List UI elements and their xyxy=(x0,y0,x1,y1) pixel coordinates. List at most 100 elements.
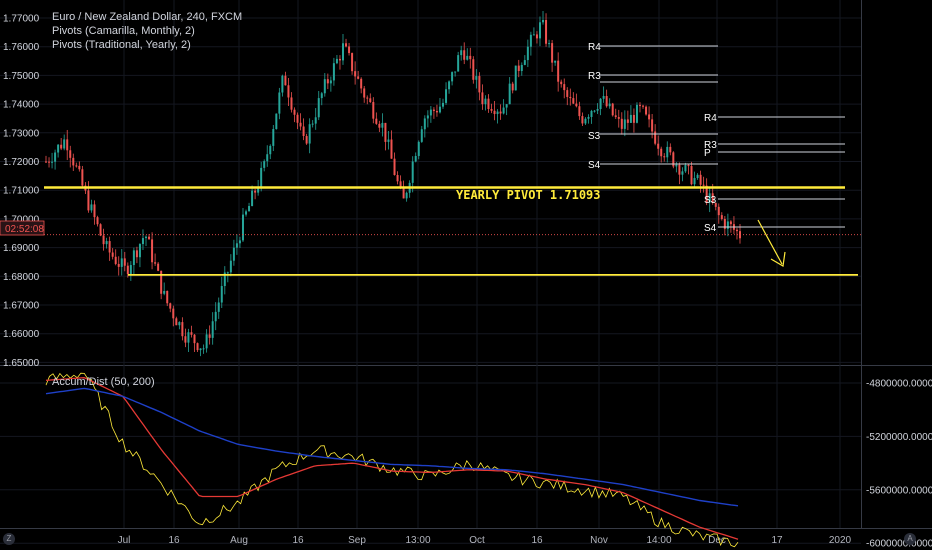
accum-dist-legend[interactable]: Accum/Dist (50, 200) xyxy=(52,376,155,388)
candle xyxy=(635,102,638,124)
price-tick-label: 1.77000 xyxy=(3,14,40,25)
candle xyxy=(496,109,499,124)
price-tick-label: 1.73000 xyxy=(3,128,40,139)
time-tick-label: 16 xyxy=(168,535,180,546)
candle xyxy=(729,220,732,233)
price-tick-label: 1.72000 xyxy=(3,157,40,168)
forecast-arrow[interactable] xyxy=(757,219,786,267)
candle xyxy=(472,56,475,84)
candle xyxy=(693,171,696,189)
candle xyxy=(287,77,290,107)
ad-axis[interactable]: -4800000.00000 -5200000.00000 -5600000.000… xyxy=(866,379,932,550)
traditional-pivots-study[interactable]: Pivots (Traditional, Yearly, 2) xyxy=(52,39,191,51)
candle xyxy=(132,247,135,275)
candle xyxy=(666,141,669,163)
candle xyxy=(99,223,102,237)
candle xyxy=(605,89,608,108)
candle xyxy=(296,112,299,130)
candle xyxy=(393,152,396,176)
candle xyxy=(545,13,548,47)
ad-tick-label: -4800000.00000 xyxy=(866,379,932,390)
candle xyxy=(211,312,214,345)
candle xyxy=(308,118,311,154)
candle xyxy=(338,55,341,70)
candle xyxy=(57,143,60,158)
candle xyxy=(432,107,435,119)
candle xyxy=(611,102,614,117)
candle xyxy=(723,216,726,236)
candle xyxy=(381,113,384,137)
candle xyxy=(678,162,681,185)
candle xyxy=(414,152,417,163)
candle xyxy=(348,42,351,56)
candle xyxy=(175,316,178,326)
pivot-label: R3 xyxy=(588,71,601,82)
candle xyxy=(735,227,738,240)
candle xyxy=(454,71,457,77)
candle xyxy=(326,73,329,90)
candle xyxy=(554,60,557,66)
candle xyxy=(648,106,651,128)
candle xyxy=(117,256,120,276)
candle xyxy=(360,77,363,94)
zoom-badge[interactable]: Z xyxy=(3,533,15,545)
candle xyxy=(487,94,490,113)
candle xyxy=(702,176,705,193)
candle xyxy=(135,246,138,264)
candle xyxy=(538,16,541,47)
ad-series-line xyxy=(45,372,739,548)
pivot-label: R3 xyxy=(704,140,717,151)
candle xyxy=(396,171,399,185)
candle xyxy=(172,305,175,327)
candle xyxy=(581,112,584,126)
candle xyxy=(332,57,335,86)
candle xyxy=(632,108,635,133)
camarilla-pivots-study[interactable]: Pivots (Camarilla, Monthly, 2) xyxy=(52,25,195,37)
candle xyxy=(614,108,617,120)
candle xyxy=(532,27,535,36)
candle xyxy=(87,181,90,213)
candle xyxy=(208,325,211,345)
candle xyxy=(714,202,717,211)
candle xyxy=(469,47,472,69)
ad-series-line xyxy=(45,387,739,507)
symbol-title[interactable]: Euro / New Zealand Dollar, 240, FXCM xyxy=(52,11,243,23)
price-axis[interactable]: 1.77000 1.76000 1.75000 1.74000 1.73000 1.720… xyxy=(3,14,40,369)
candle xyxy=(72,153,75,171)
candle xyxy=(178,321,181,330)
candle xyxy=(345,38,348,48)
candle xyxy=(499,104,502,120)
candle xyxy=(366,95,369,105)
candle xyxy=(60,138,63,151)
candle xyxy=(141,229,144,250)
auto-scale-badge[interactable]: A xyxy=(904,533,916,545)
time-axis[interactable]: Jul 16 Aug 16 Sep 13:00 Oct 16 Nov 14:00 Dec 17 2020 xyxy=(118,535,852,546)
candle xyxy=(578,101,581,120)
candle xyxy=(351,52,354,75)
candle xyxy=(548,39,551,48)
candle xyxy=(651,113,654,139)
candle xyxy=(169,302,172,313)
candle xyxy=(493,100,496,121)
candle xyxy=(129,261,132,281)
candle xyxy=(572,92,575,105)
candle xyxy=(245,209,248,217)
candle xyxy=(145,235,148,247)
candle xyxy=(90,199,93,213)
candle xyxy=(184,328,187,348)
ad-tick-label: -6000000.00000 xyxy=(866,539,932,550)
ad-tick-label: -5200000.00000 xyxy=(866,432,932,443)
candle xyxy=(54,149,57,170)
candle xyxy=(372,97,375,124)
candle xyxy=(514,65,517,91)
candle xyxy=(460,45,463,61)
candle xyxy=(602,86,605,103)
yearly-pivot-annotation[interactable]: YEARLY PIVOT 1.71093 xyxy=(456,188,601,202)
candle xyxy=(323,73,326,97)
candle xyxy=(384,122,387,151)
candle xyxy=(672,151,675,169)
candle xyxy=(193,334,196,352)
candle xyxy=(329,76,332,92)
candle xyxy=(402,180,405,199)
